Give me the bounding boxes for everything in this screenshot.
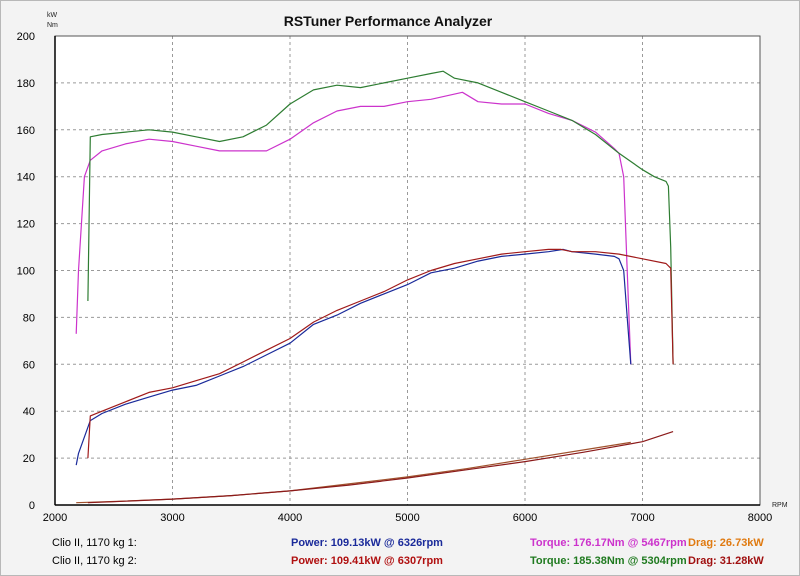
x-tick-label: 2000 <box>43 512 67 524</box>
y-tick-label: 180 <box>17 78 35 90</box>
x-tick-label: 3000 <box>160 512 184 524</box>
chart-title: RSTuner Performance Analyzer <box>284 13 493 29</box>
legend-power-2: Power: 109.41kW @ 6307rpm <box>291 555 443 567</box>
series-drag-run-2 <box>87 431 674 504</box>
x-unit-rpm: RPM <box>772 502 788 509</box>
y-tick-label: 140 <box>17 172 35 184</box>
plot-area <box>75 70 674 504</box>
y-tick-label: 120 <box>17 219 35 231</box>
x-tick-label: 4000 <box>278 512 302 524</box>
x-tick-label: 5000 <box>395 512 419 524</box>
tick-labels: 2000 3000 4000 5000 6000 7000 8000 0 20 40 60 80 100… <box>17 31 773 524</box>
grid <box>55 36 760 505</box>
axes <box>54 35 761 506</box>
legend-car-1: Clio II, 1170 kg 1: <box>52 537 137 549</box>
legend-run-1: Clio II, 1170 kg 1: Power: 109.13kW @ 63… <box>0 537 800 553</box>
legend-torque-2: Torque: 185.38Nm @ 5304rpm <box>530 555 687 567</box>
y-tick-label: 200 <box>17 31 35 43</box>
series-torque-run-2 <box>87 70 674 365</box>
y-unit-kw: kW <box>47 12 58 19</box>
y-tick-label: 60 <box>23 359 35 371</box>
x-tick-label: 8000 <box>748 512 772 524</box>
y-tick-label: 160 <box>17 125 35 137</box>
y-unit-nm: Nm <box>47 22 58 29</box>
legend-torque-1: Torque: 176.17Nm @ 5467rpm <box>530 537 687 549</box>
legend-drag-2: Drag: 31.28kW <box>688 555 764 567</box>
x-tick-label: 7000 <box>630 512 654 524</box>
legend-drag-1: Drag: 26.73kW <box>688 537 764 549</box>
x-tick-label: 6000 <box>513 512 537 524</box>
series-power-run-2 <box>87 248 674 459</box>
y-tick-label: 0 <box>29 500 35 512</box>
y-tick-label: 80 <box>23 312 35 324</box>
y-tick-label: 20 <box>23 453 35 465</box>
y-tick-label: 40 <box>23 406 35 418</box>
legend-power-1: Power: 109.13kW @ 6326rpm <box>291 537 443 549</box>
series-torque-run-1 <box>75 91 632 365</box>
series-power-run-1 <box>75 248 632 466</box>
legend-run-2: Clio II, 1170 kg 2: Power: 109.41kW @ 63… <box>0 555 800 571</box>
legend-car-2: Clio II, 1170 kg 2: <box>52 555 137 567</box>
y-tick-label: 100 <box>17 266 35 278</box>
